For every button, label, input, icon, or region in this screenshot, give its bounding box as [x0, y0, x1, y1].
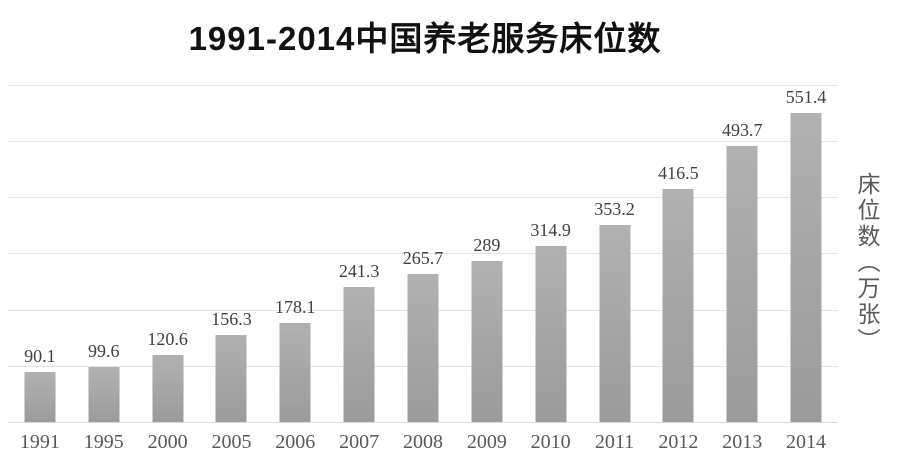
- bar-value-label: 241.3: [338, 261, 380, 281]
- bar-value-label: 265.7: [402, 248, 444, 268]
- x-axis: 1991 1995 2000 2005 2006 2007 2008 2009 2010 2011…: [8, 424, 838, 460]
- bar-value-label: 493.7: [721, 120, 763, 140]
- y-axis-label: 床位数（万张）: [854, 172, 879, 354]
- bar-column: 178.1: [263, 86, 327, 423]
- bar: [535, 246, 567, 423]
- bars-row: 90.1 99.6 120.6 156.3 178.1 241.3 265.7 289 314.…: [8, 86, 838, 423]
- x-tick-cell: 1991: [8, 424, 72, 460]
- x-tick-cell: 1995: [72, 424, 136, 460]
- x-tick-cell: 2011: [583, 424, 647, 460]
- bar-column: 416.5: [646, 86, 710, 423]
- gridline: [8, 253, 838, 254]
- gridline: [8, 141, 838, 142]
- bar: [88, 367, 120, 423]
- bar: [343, 287, 375, 423]
- bar-value-label: 551.4: [785, 87, 827, 107]
- bar-value-label: 314.9: [530, 220, 571, 240]
- bar: [599, 225, 631, 423]
- x-tick-label: 2011: [594, 430, 635, 453]
- x-tick-cell: 2007: [327, 424, 391, 460]
- x-tick-label: 2009: [466, 430, 507, 453]
- x-tick-cell: 2008: [391, 424, 455, 460]
- x-tick-label: 2005: [211, 430, 252, 453]
- bar-value-label: 416.5: [658, 163, 699, 183]
- chart-title: 1991-2014中国养老服务床位数: [188, 20, 662, 57]
- x-tick-label: 2012: [658, 430, 699, 453]
- x-axis-line: [8, 422, 838, 423]
- bar: [407, 274, 439, 423]
- bar: [279, 323, 311, 423]
- x-tick-label: 1991: [19, 430, 60, 453]
- x-tick-label: 1995: [83, 430, 124, 453]
- bar-column: 551.4: [774, 86, 838, 423]
- bar-value-label: 178.1: [275, 297, 316, 317]
- bar-column: 314.9: [519, 86, 583, 423]
- bar: [215, 335, 247, 423]
- bar-column: 120.6: [136, 86, 200, 423]
- x-tick-cell: 2010: [519, 424, 583, 460]
- x-tick-label: 2010: [530, 430, 571, 453]
- bar-column: 353.2: [583, 86, 647, 423]
- x-tick-label: 2014: [786, 430, 827, 453]
- bar: [24, 372, 56, 423]
- plot-area: 90.1 99.6 120.6 156.3 178.1 241.3 265.7 289 314.…: [8, 85, 838, 423]
- gridline: [8, 85, 838, 86]
- bar-value-label: 289: [473, 235, 501, 255]
- bar: [726, 146, 758, 423]
- x-tick-label: 2006: [275, 430, 316, 453]
- bar: [471, 261, 503, 423]
- bar: [152, 355, 184, 423]
- x-tick-label: 2008: [402, 430, 443, 453]
- bar-column: 241.3: [327, 86, 391, 423]
- x-tick-label: 2013: [722, 430, 763, 453]
- bar-value-label: 99.6: [88, 341, 120, 361]
- bar-column: 156.3: [200, 86, 264, 423]
- gridline: [8, 197, 838, 198]
- bar-value-label: 120.6: [147, 329, 188, 349]
- x-tick-cell: 2009: [455, 424, 519, 460]
- bar-column: 493.7: [710, 86, 774, 423]
- x-tick-cell: 2000: [136, 424, 200, 460]
- bar: [662, 189, 694, 423]
- bar-column: 289: [455, 86, 519, 423]
- bar-column: 90.1: [8, 86, 72, 423]
- bar-value-label: 353.2: [594, 199, 635, 219]
- x-tick-label: 2007: [339, 430, 380, 453]
- bar-value-label: 90.1: [24, 346, 56, 366]
- x-tick-cell: 2012: [646, 424, 710, 460]
- x-tick-label: 2000: [147, 430, 188, 453]
- bar-column: 265.7: [391, 86, 455, 423]
- bar: [790, 113, 822, 423]
- x-tick-cell: 2013: [710, 424, 774, 460]
- bar-value-label: 156.3: [211, 309, 252, 329]
- x-tick-cell: 2014: [774, 424, 838, 460]
- x-tick-cell: 2006: [263, 424, 327, 460]
- x-tick-cell: 2005: [200, 424, 264, 460]
- bar-column: 99.6: [72, 86, 136, 423]
